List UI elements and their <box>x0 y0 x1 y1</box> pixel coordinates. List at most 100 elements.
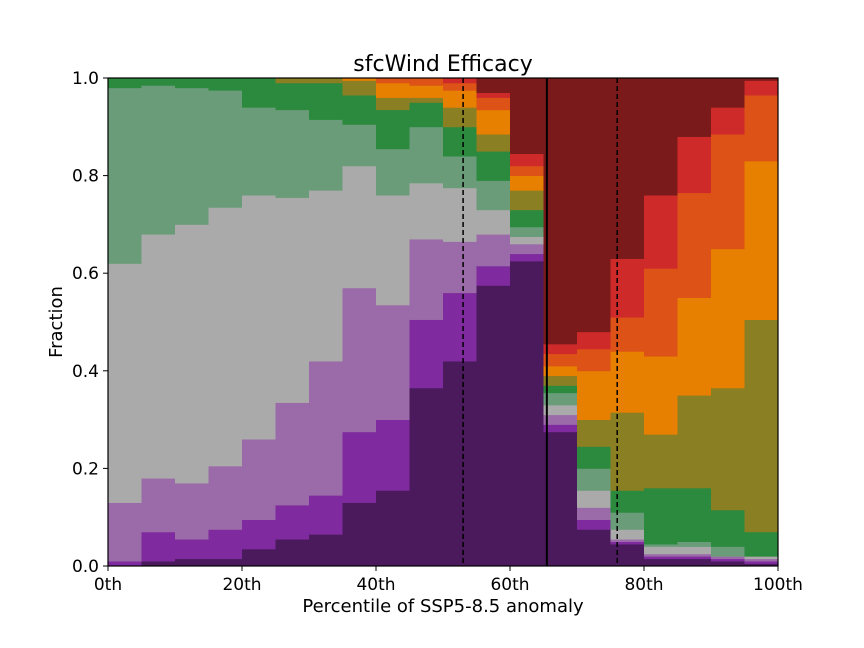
bar-segment <box>744 78 779 81</box>
bar-segment <box>610 541 645 545</box>
bar-segment <box>744 95 779 162</box>
bar-segment <box>677 553 712 557</box>
bar-segment <box>610 490 645 513</box>
bar-segment <box>711 248 745 389</box>
bar-segment <box>677 541 712 547</box>
y-tick-label: 0.2 <box>72 459 99 479</box>
bar-segment <box>108 87 142 264</box>
bar-segment <box>443 90 477 108</box>
bar-segment <box>175 87 209 225</box>
bar-segment <box>543 414 578 425</box>
y-axis-label: Fraction <box>46 286 67 358</box>
bar-segment <box>175 483 209 540</box>
bar-segment <box>577 507 611 521</box>
bar-segment <box>309 190 343 362</box>
bar-segment <box>141 78 176 86</box>
bar-segment <box>577 446 611 469</box>
bar-segment <box>476 97 511 111</box>
bar-segment <box>409 102 444 128</box>
bar-segment <box>711 134 745 250</box>
chart-title: sfcWind Efficacy <box>353 52 532 77</box>
bar-segment <box>376 148 410 196</box>
bar-segment <box>677 395 712 489</box>
bar-segment <box>543 424 578 433</box>
bar-segment <box>208 558 243 567</box>
bar-segment <box>677 297 712 396</box>
bar-segment <box>577 468 611 491</box>
bar-segment <box>409 239 444 320</box>
bar-segment <box>376 109 410 150</box>
bar-segment <box>677 192 712 298</box>
bar-segment <box>543 343 578 355</box>
bar-segment <box>108 263 142 503</box>
bar-segment <box>510 243 544 255</box>
bar-segment <box>510 209 544 228</box>
bar-segment <box>744 80 779 96</box>
x-tick-label: 60th <box>490 575 529 595</box>
bar-segment <box>443 126 477 157</box>
bar-segment <box>677 487 712 542</box>
bar-segment <box>510 261 544 567</box>
bar-segment <box>476 109 511 135</box>
bar-segment <box>309 495 343 535</box>
bar-segment <box>208 207 243 467</box>
bar-segment <box>309 119 343 191</box>
bar-segment <box>543 404 578 416</box>
bar-segment <box>309 361 343 496</box>
x-tick-label: 80th <box>624 575 663 595</box>
bar-segment <box>409 319 444 389</box>
bar-segment <box>644 546 678 555</box>
bar-segment <box>476 180 511 211</box>
bar-segment <box>108 502 142 562</box>
bar-segment <box>175 558 209 567</box>
bar-segment <box>242 519 276 550</box>
bar-segment <box>577 519 611 530</box>
bar-segment <box>476 209 511 235</box>
bar-segment <box>141 234 176 479</box>
bar-segment <box>577 331 611 350</box>
bar-segment <box>141 85 176 235</box>
bar-segment <box>744 160 779 320</box>
bar-segment <box>409 182 444 240</box>
bar-segment <box>711 78 745 108</box>
bar-segment <box>510 253 544 262</box>
stacked-bars <box>108 78 779 567</box>
bar-segment <box>744 531 779 557</box>
x-tick-label: 20th <box>222 575 261 595</box>
bar-segment <box>175 78 209 89</box>
bar-segment <box>744 319 779 533</box>
bar-segment <box>610 78 645 259</box>
bar-segment <box>577 490 611 508</box>
bar-segment <box>744 558 779 562</box>
bar-segment <box>476 265 511 286</box>
bar-segment <box>476 78 511 94</box>
bar-segment <box>275 78 310 84</box>
bar-segment <box>510 190 544 211</box>
bar-segment <box>744 563 779 567</box>
bar-segment <box>409 387 444 567</box>
bar-segment <box>577 78 611 333</box>
bar-segment <box>677 78 712 137</box>
x-axis: 0th 20th 40th 60th 80th 100th <box>94 566 803 595</box>
bar-segment <box>644 195 678 269</box>
bar-segment <box>443 361 477 567</box>
bar-segment <box>543 385 578 394</box>
bar-segment <box>275 402 310 506</box>
bar-segment <box>376 419 410 491</box>
bar-segment <box>443 241 477 294</box>
bar-segment <box>510 153 544 167</box>
bar-segment <box>510 165 544 176</box>
bar-segment <box>610 512 645 530</box>
bar-segment <box>610 544 645 567</box>
bar-segment <box>711 556 745 560</box>
bar-segment <box>376 97 410 111</box>
bar-segment <box>577 370 611 420</box>
bar-segment <box>208 465 243 530</box>
bar-segment <box>543 392 578 406</box>
bar-segment <box>744 561 779 564</box>
bar-segment <box>342 287 377 433</box>
bar-segment <box>443 292 477 362</box>
bar-segment <box>443 187 477 242</box>
bar-segment <box>376 78 410 84</box>
